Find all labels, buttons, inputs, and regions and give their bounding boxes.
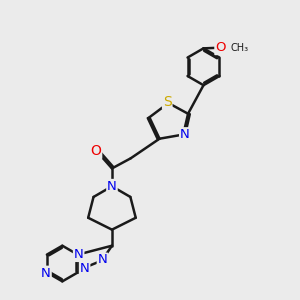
Text: N: N xyxy=(180,128,190,141)
Text: S: S xyxy=(163,95,172,109)
Text: N: N xyxy=(74,248,83,261)
Text: N: N xyxy=(98,254,107,266)
Text: O: O xyxy=(215,41,226,54)
Text: N: N xyxy=(41,266,51,280)
Text: N: N xyxy=(107,180,117,193)
Text: CH₃: CH₃ xyxy=(231,43,249,53)
Text: N: N xyxy=(80,262,89,275)
Text: O: O xyxy=(91,144,101,158)
